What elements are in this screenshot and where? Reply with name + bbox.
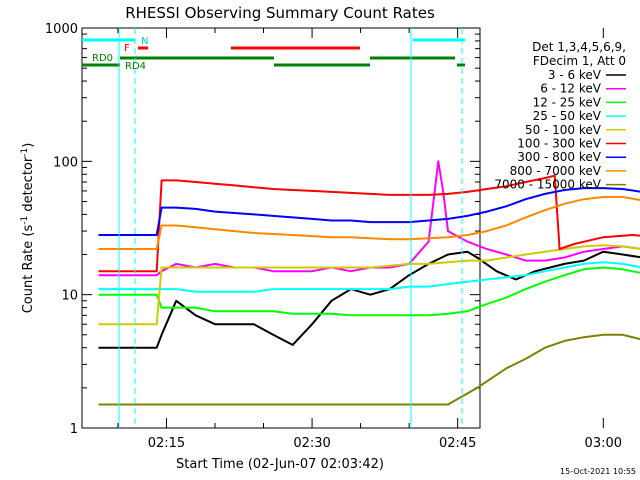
legend-label-8: 7000 - 15000 keV	[494, 178, 601, 192]
flag-label-n: N	[141, 36, 148, 47]
series-line-1	[98, 160, 640, 277]
flag-label-rd4: RD4	[125, 61, 146, 72]
footer-date: 15-Oct-2021 10:55	[560, 467, 636, 476]
legend-label-5: 100 - 300 keV	[517, 137, 601, 151]
legend-header-line-1: Det 1,3,4,5,6,9,	[532, 40, 626, 54]
series-line-4	[98, 244, 640, 326]
attenuator-lines	[118, 28, 463, 428]
y-tick-label-1: 10	[61, 289, 78, 304]
legend-header-line-2: FDecim 1, Att 0	[533, 54, 626, 68]
legend-label-3: 25 - 50 keV	[533, 109, 602, 123]
flag-bars	[82, 38, 465, 67]
legend-label-4: 50 - 100 keV	[525, 123, 602, 137]
y-axis-label-sup2: -1	[20, 148, 30, 157]
legend-label-2: 12 - 25 keV	[533, 95, 602, 109]
y-axis-label-tail: detector	[21, 156, 36, 216]
series-line-7	[98, 196, 640, 250]
legend-label-0: 3 - 6 keV	[548, 68, 602, 82]
y-tick-label-3: 1000	[45, 22, 78, 37]
flag-label-rd0: RD0	[92, 53, 113, 64]
flag-label-f: F	[124, 43, 130, 54]
y-axis-label-end: )	[21, 143, 36, 148]
legend-label-1: 6 - 12 keV	[540, 82, 602, 96]
legend-label-6: 300 - 800 keV	[517, 150, 601, 164]
x-tick-label-1: 02:30	[293, 436, 330, 451]
y-axis-label-sup: -1	[20, 216, 30, 225]
series-layer	[98, 160, 640, 406]
x-tick-label-3: 03:00	[585, 436, 622, 451]
series-line-5	[98, 174, 640, 273]
x-axis-label: Start Time (02-Jun-07 02:03:42)	[176, 457, 384, 472]
series-line-3	[98, 261, 640, 293]
y-axis-label-main: Count Rate (s	[21, 225, 36, 314]
x-tick-label-2: 02:45	[439, 436, 476, 451]
series-line-2	[98, 266, 640, 317]
plot-frame	[81, 27, 481, 429]
x-tick-label-0: 02:15	[148, 436, 185, 451]
chart-title: RHESSI Observing Summary Count Rates	[125, 4, 435, 22]
y-tick-label-2: 100	[53, 155, 78, 170]
flag-labels: F N RD0 RD4	[92, 36, 148, 72]
legend-label-7: 800 - 7000 keV	[510, 164, 602, 178]
legend: Det 1,3,4,5,6,9, FDecim 1, Att 0 3 - 6 k…	[494, 40, 626, 192]
svg-text:Count Rate (s-1 detector-1): Count Rate (s-1 detector-1)	[20, 143, 36, 314]
y-axis-label: Count Rate (s-1 detector-1)	[20, 143, 36, 314]
series-line-8	[98, 333, 640, 406]
y-tick-label-0: 1	[70, 422, 78, 437]
series-line-0	[98, 250, 640, 349]
series-line-6	[98, 187, 640, 236]
